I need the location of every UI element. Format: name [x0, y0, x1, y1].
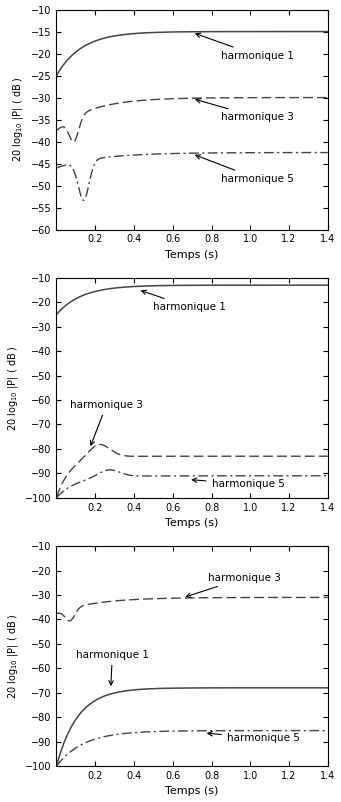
Y-axis label: 20 log$_{10}$ |P| ( dB ): 20 log$_{10}$ |P| ( dB ): [5, 345, 19, 431]
Y-axis label: 20 log$_{10}$ |P| ( dB ): 20 log$_{10}$ |P| ( dB ): [12, 76, 26, 163]
Text: harmonique 5: harmonique 5: [196, 155, 294, 184]
Y-axis label: 20 log$_{10}$ |P| ( dB ): 20 log$_{10}$ |P| ( dB ): [5, 613, 19, 699]
Text: harmonique 3: harmonique 3: [196, 99, 294, 123]
Text: harmonique 1: harmonique 1: [142, 290, 226, 312]
Text: harmonique 1: harmonique 1: [76, 650, 149, 685]
X-axis label: Temps (s): Temps (s): [165, 250, 219, 260]
Text: harmonique 3: harmonique 3: [186, 573, 281, 597]
Text: harmonique 5: harmonique 5: [208, 731, 300, 743]
Text: harmonique 5: harmonique 5: [192, 478, 284, 489]
X-axis label: Temps (s): Temps (s): [165, 518, 219, 529]
Text: harmonique 1: harmonique 1: [196, 33, 294, 61]
Text: harmonique 3: harmonique 3: [70, 400, 143, 445]
X-axis label: Temps (s): Temps (s): [165, 787, 219, 796]
